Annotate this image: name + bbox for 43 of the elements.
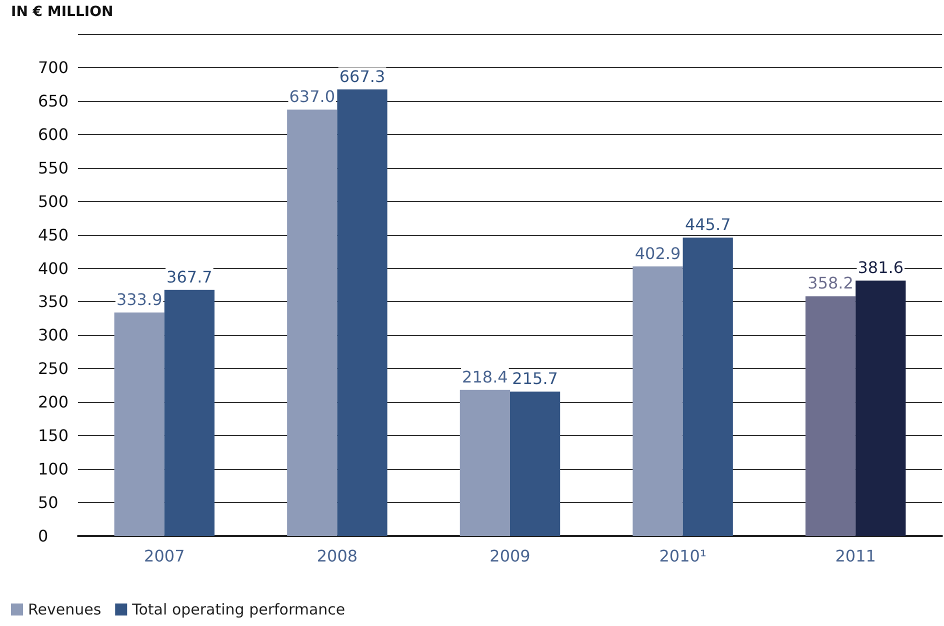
bar [337,89,388,536]
bar [114,312,164,536]
y-tick-label: 100 [38,460,69,479]
x-tick-label: 2008 [316,546,358,566]
y-tick-label: 200 [38,392,69,412]
x-tick-label: 2010¹ [659,546,706,566]
y-tick-label: 450 [38,225,69,244]
legend-label: Revenues [28,600,102,618]
data-label: 218.4 [462,367,508,386]
x-tick-label: 2007 [144,546,185,566]
x-tick-label: 2009 [490,546,530,566]
bar [460,390,510,536]
bar [164,290,215,536]
chart-title: IN € MILLION [11,4,114,20]
x-tick-label: 2011 [835,546,876,566]
y-tick-label: 350 [38,292,69,312]
bar [287,110,338,536]
data-label: 367.7 [166,267,212,286]
bar [682,238,733,536]
y-tick-label: 550 [38,158,69,178]
bar [856,280,906,536]
legend-label: Total operating performance [131,600,346,618]
bar [510,392,560,536]
data-label: 637.0 [289,87,336,106]
data-label: 381.6 [858,258,904,278]
data-label: 402.9 [634,244,681,263]
y-tick-label: 0 [38,526,48,546]
data-label: 445.7 [684,215,731,234]
y-tick-label: 250 [38,359,69,378]
data-label: 215.7 [512,369,558,388]
y-tick-label: 150 [38,426,69,446]
y-tick-label: 650 [38,91,69,110]
y-tick-label: 500 [38,192,69,211]
data-label: 333.9 [116,290,162,310]
y-tick-label: 50 [38,493,58,512]
bar [632,266,683,536]
data-label: 358.2 [808,274,854,293]
data-label: 667.3 [339,66,386,86]
y-tick-label: 400 [38,258,69,278]
bar [805,296,856,536]
y-tick-label: 300 [38,326,69,345]
y-tick-label: 600 [38,124,69,144]
y-tick-label: 700 [38,58,69,77]
